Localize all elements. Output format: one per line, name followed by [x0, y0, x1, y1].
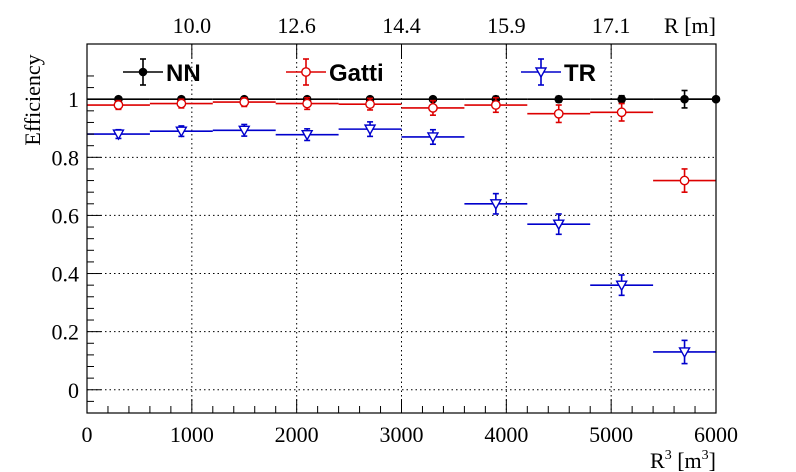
x-tick-label: 3000: [380, 422, 424, 447]
data-point: [428, 103, 438, 113]
y-tick-label: 1: [68, 87, 79, 112]
legend-marker: [534, 67, 548, 79]
data-point: [554, 94, 564, 104]
data-point: [678, 347, 691, 359]
data-point: [363, 124, 377, 136]
data-point: [615, 280, 628, 292]
data-point: [300, 129, 314, 142]
data-point: [616, 107, 627, 118]
x-tick-label: 6000: [694, 422, 738, 447]
data-point: [239, 97, 250, 108]
x-tick-label: 5000: [589, 422, 633, 447]
top-tick-label: 14.4: [382, 13, 421, 38]
legend-entry-nn: NN: [123, 58, 201, 87]
data-point: [679, 175, 690, 186]
y-axis-title: Efficiency: [20, 54, 45, 145]
top-tick-label: 12.6: [277, 13, 316, 38]
legend-marker: [301, 67, 311, 77]
top-tick-label: 17.1: [592, 13, 631, 38]
x-tick-label: 1000: [170, 422, 214, 447]
top-tick-label: 10.0: [173, 13, 212, 38]
data-series: [87, 89, 721, 365]
x-axis-title: R3 [m3]: [650, 448, 716, 472]
x-tick-label: 4000: [484, 422, 528, 447]
top-axis-title: R [m]: [664, 13, 716, 38]
legend-entry-gatti: Gatti: [286, 58, 384, 87]
top-tick-label: 15.9: [487, 13, 526, 38]
legend-label: Gatti: [329, 60, 384, 87]
data-point: [176, 98, 187, 109]
series-tr: [87, 121, 716, 365]
data-point: [113, 100, 124, 110]
data-point: [365, 99, 375, 110]
data-point: [617, 94, 626, 104]
legend-entry-tr: TR: [521, 58, 596, 87]
legend-marker: [138, 67, 148, 77]
data-point: [490, 100, 501, 110]
data-point: [426, 132, 440, 144]
data-point: [552, 219, 565, 231]
data-point: [175, 126, 188, 138]
legend-label: NN: [166, 60, 201, 87]
data-point: [489, 199, 503, 211]
legend: NN Gatti TR: [123, 58, 596, 87]
x-tick-label: 2000: [275, 422, 319, 447]
legend-label: TR: [564, 60, 596, 87]
series-gatti: [87, 96, 716, 193]
y-tick-label: 0.8: [52, 145, 80, 170]
data-point: [553, 108, 564, 119]
axes: 0 1000 2000 3000 4000 5000 6000 0 0.2 0.4 0.6 0.8 1 1…: [52, 13, 739, 447]
y-tick-label: 0.6: [52, 203, 80, 228]
x-tick-label: 0: [82, 422, 93, 447]
data-point: [112, 129, 125, 141]
data-point: [238, 125, 251, 137]
data-point: [302, 98, 313, 109]
y-tick-label: 0.2: [52, 320, 80, 345]
y-tick-label: 0.4: [52, 262, 80, 287]
y-tick-label: 0: [68, 378, 79, 403]
